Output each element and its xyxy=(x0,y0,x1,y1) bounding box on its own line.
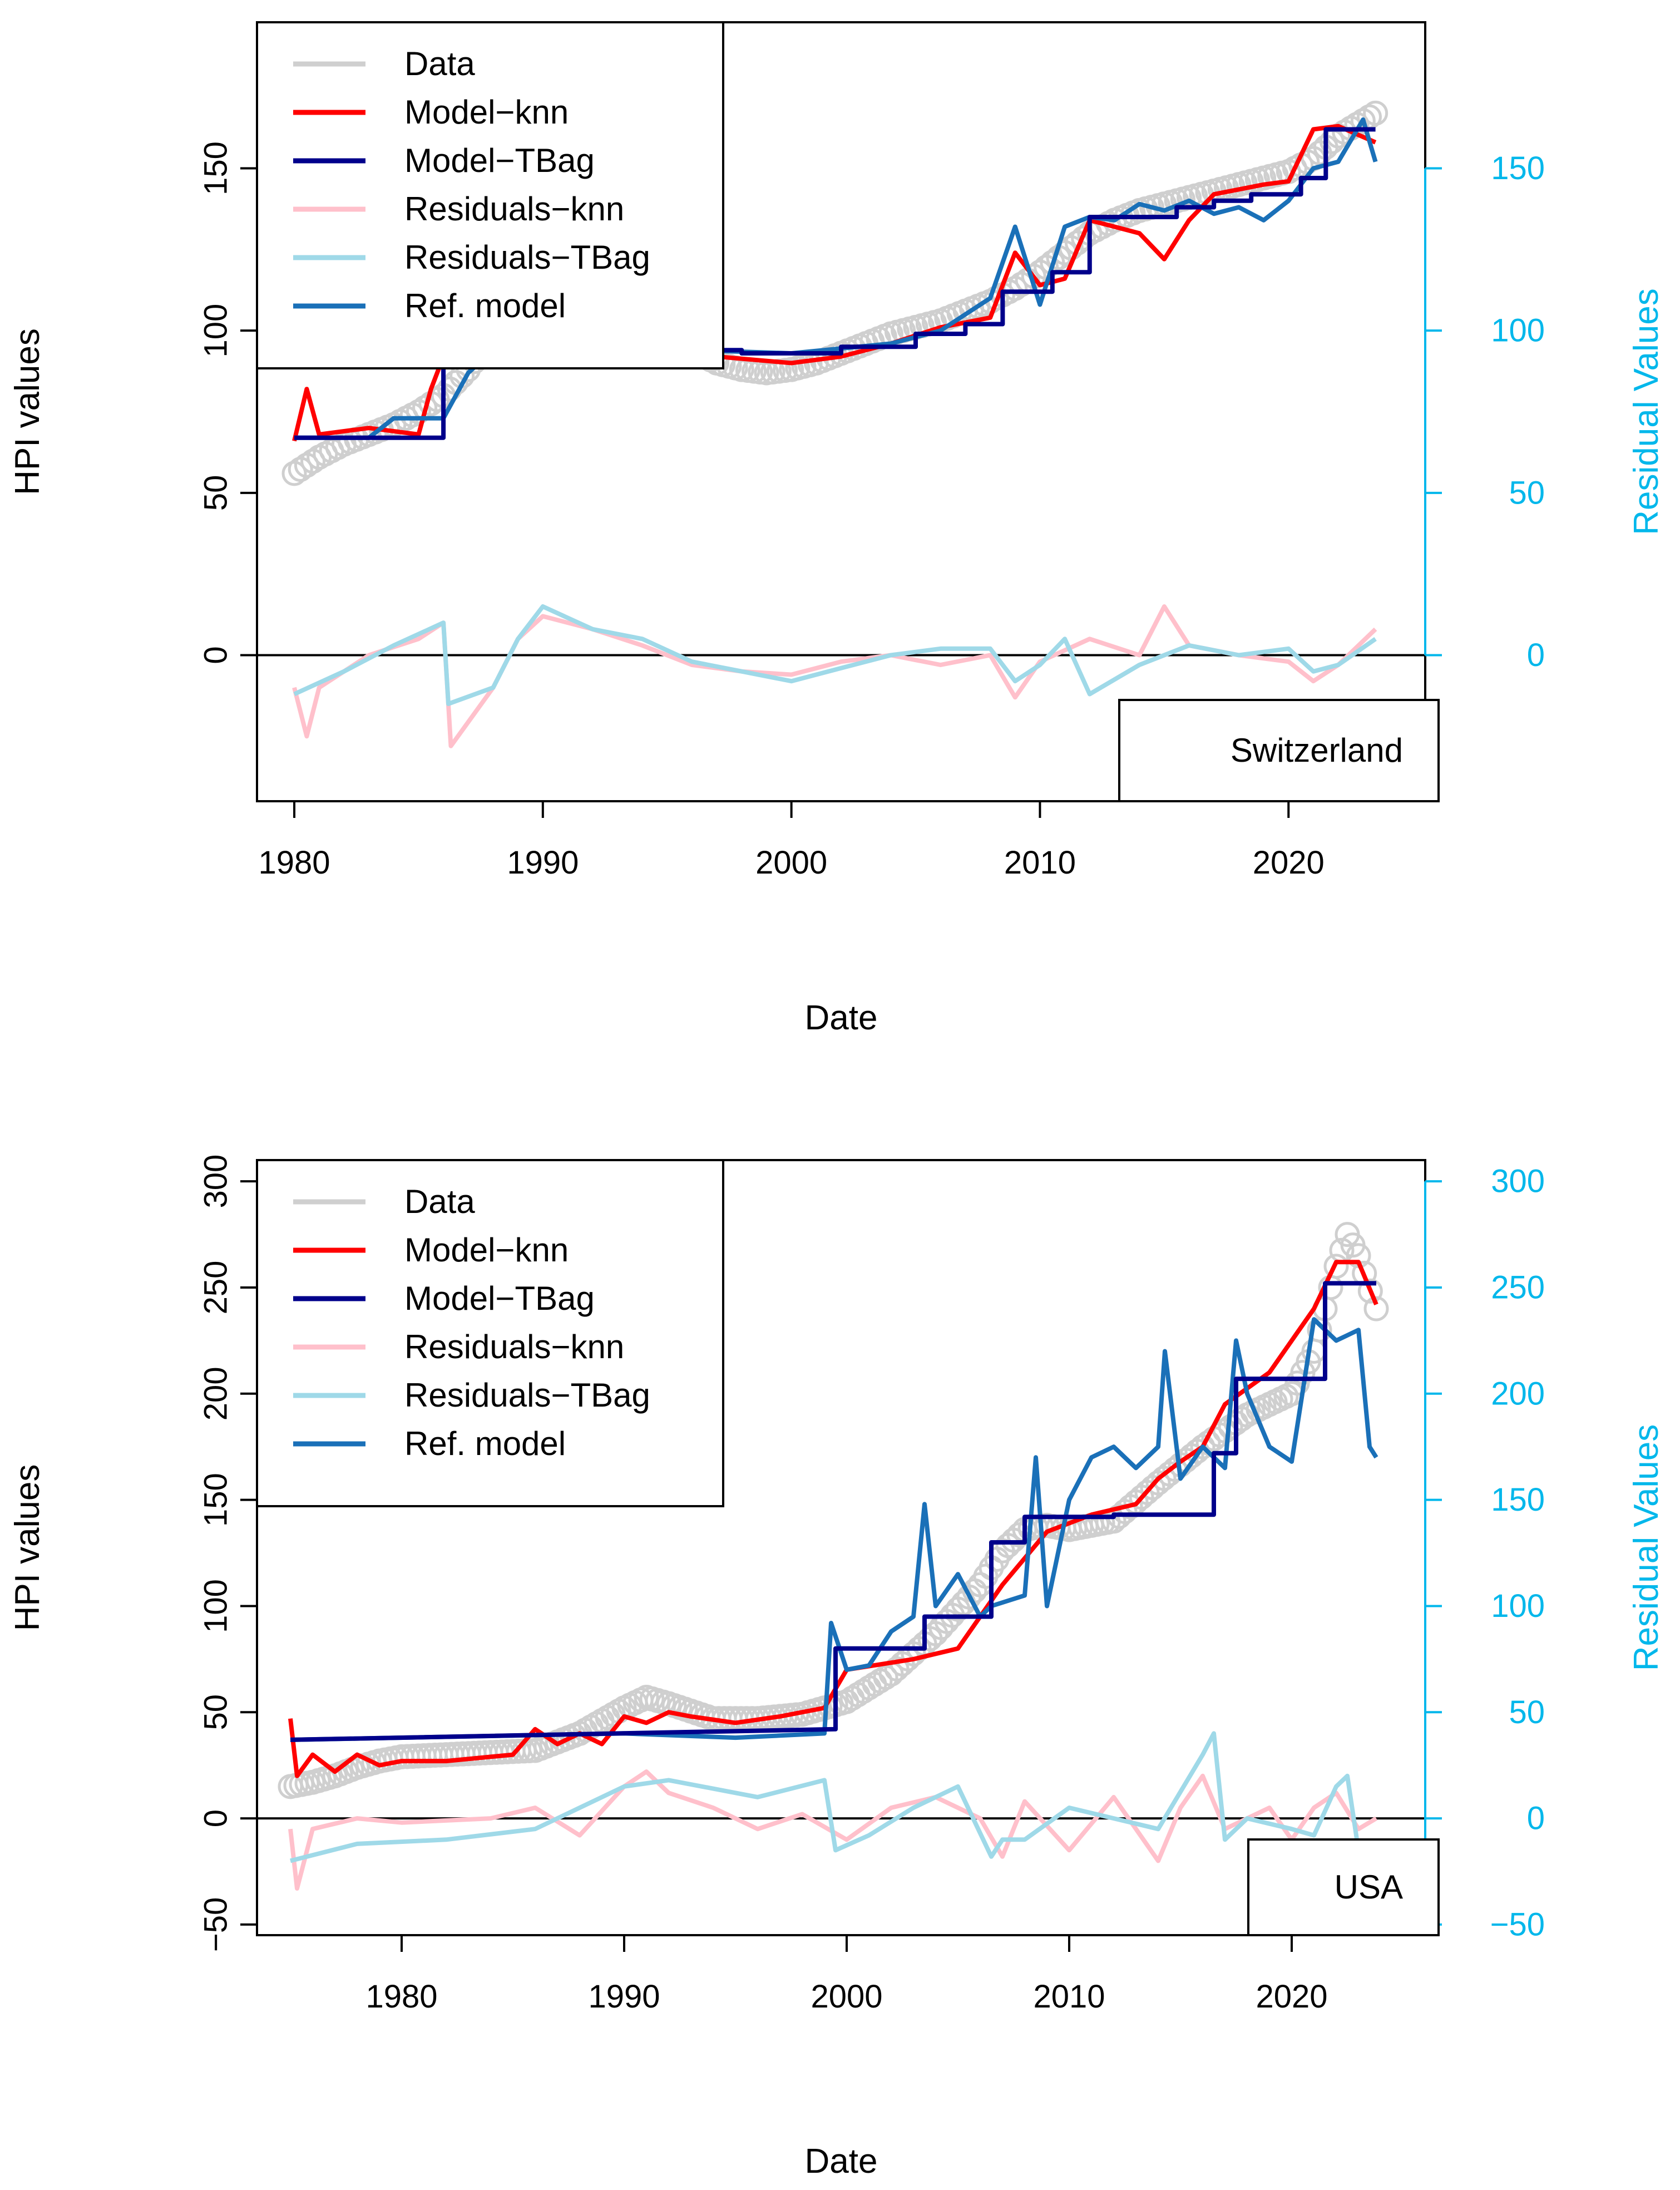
series-line-ref-model xyxy=(290,1317,1378,1742)
legend-label-residuals-knn: Residuals−knn xyxy=(404,1328,624,1365)
legend-label-model-tbag: Model−TBag xyxy=(404,1280,595,1317)
chart-panel-switzerland: 1980 1990 2000 2010 2020 0 50 100 150 0 50 100 150 Da… xyxy=(8,21,1666,1037)
y-tick-label: 150 xyxy=(197,1473,234,1527)
series-line-residuals-tbag xyxy=(293,604,1377,706)
x-axis: 1980 1990 2000 2010 2020 xyxy=(365,1934,1328,2015)
legend-label-model-tbag: Model−TBag xyxy=(404,142,595,179)
y-tick-label-right: 100 xyxy=(1491,1588,1545,1624)
data-point xyxy=(281,461,307,486)
y-axis-label-right: Residual Values xyxy=(1627,1424,1666,1671)
chart-panel-usa: 1980 1990 2000 2010 2020−5005010015020025030… xyxy=(8,1155,1666,2181)
y-tick-label-right: −50 xyxy=(1490,1906,1545,1942)
y-axis-right: −50 0 50 100 150 200 250 300 xyxy=(1424,1163,1545,1942)
y-axis-right: 0 50 100 150 xyxy=(1424,150,1545,673)
legend-label-data: Data xyxy=(404,45,475,82)
y-tick-label: 50 xyxy=(197,475,234,511)
legend-label-residuals-knn: Residuals−knn xyxy=(404,190,624,228)
legend-label-data: Data xyxy=(404,1183,475,1220)
legend-label-residuals-tbag: Residuals−TBag xyxy=(404,1377,650,1414)
legend-label-model-knn: Model−knn xyxy=(404,1231,569,1269)
y-tick-label-right: 150 xyxy=(1491,150,1545,186)
data-point xyxy=(1323,1254,1349,1279)
country-box xyxy=(1247,1838,1440,1936)
x-tick-label: 2000 xyxy=(811,1979,882,2015)
x-tick-label: 2020 xyxy=(1253,845,1325,881)
legend: Data Model−knn Model−TBag Residuals−knn Resi… xyxy=(256,21,724,369)
y-tick-label: 100 xyxy=(197,304,234,358)
y-tick-label: 0 xyxy=(197,1809,234,1827)
x-tick-label: 2020 xyxy=(1256,1979,1327,2015)
data-point xyxy=(300,448,326,474)
x-axis: 1980 1990 2000 2010 2020 xyxy=(259,800,1325,881)
y-axis-label-right: Residual Values xyxy=(1627,288,1666,535)
y-tick-label-right: 0 xyxy=(1527,637,1545,673)
y-tick-label-right: 300 xyxy=(1491,1163,1545,1200)
x-axis-label: Date xyxy=(805,999,878,1037)
legend-box xyxy=(256,1159,724,1507)
y-tick-label: 150 xyxy=(197,141,234,195)
y-tick-label-right: 250 xyxy=(1491,1269,1545,1305)
legend-label-ref-model: Ref. model xyxy=(404,287,566,324)
data-point xyxy=(294,452,319,478)
y-tick-label-right: 100 xyxy=(1491,313,1545,349)
country-label-box: USA xyxy=(1247,1838,1440,1936)
y-axis-left: −50 0 50 100 150 200 250 300 xyxy=(197,1155,257,1952)
legend-label-ref-model: Ref. model xyxy=(404,1425,566,1462)
y-axis-left: 0 50 100 150 xyxy=(197,141,257,664)
legend-label-residuals-tbag: Residuals−TBag xyxy=(404,239,650,276)
country-box xyxy=(1118,699,1440,802)
y-tick-label-right: 0 xyxy=(1527,1801,1545,1837)
x-tick-label: 2000 xyxy=(755,845,827,881)
y-tick-label-right: 150 xyxy=(1491,1482,1545,1518)
y-tick-label: 200 xyxy=(197,1367,234,1420)
data-point xyxy=(288,457,313,482)
y-tick-label: 0 xyxy=(197,646,234,664)
y-tick-label: 250 xyxy=(197,1261,234,1315)
data-point xyxy=(1071,225,1096,251)
x-tick-label: 1990 xyxy=(588,1979,660,2015)
country-label-box: Switzerland xyxy=(1118,699,1440,802)
x-tick-label: 2010 xyxy=(1004,845,1076,881)
y-axis-label: HPI values xyxy=(8,328,47,495)
country-label: Switzerland xyxy=(1231,732,1403,769)
y-tick-label: 50 xyxy=(197,1694,234,1730)
data-point xyxy=(1363,100,1389,126)
y-tick-label: 100 xyxy=(197,1579,234,1633)
x-tick-label: 1990 xyxy=(507,845,579,881)
y-tick-label-right: 50 xyxy=(1509,475,1545,511)
legend: Data Model−knn Model−TBag Residuals−knn Resi… xyxy=(256,1159,724,1507)
legend-box xyxy=(256,21,724,369)
y-axis-label: HPI values xyxy=(8,1464,47,1631)
y-tick-label-right: 50 xyxy=(1509,1694,1545,1730)
series-line-residuals-knn xyxy=(288,1769,1378,1891)
x-tick-label: 1980 xyxy=(365,1979,437,2015)
data-point xyxy=(1002,275,1028,301)
y-tick-label: −50 xyxy=(197,1897,234,1952)
data-point xyxy=(1357,1278,1383,1304)
series-line-model-tbag xyxy=(290,1281,1376,1742)
data-point xyxy=(406,399,431,425)
x-axis-label: Date xyxy=(805,2142,878,2181)
data-point xyxy=(1363,1296,1389,1321)
series-line-residuals-tbag xyxy=(290,1731,1377,1863)
country-label: USA xyxy=(1335,1868,1403,1906)
y-tick-label-right: 200 xyxy=(1491,1375,1545,1412)
data-point xyxy=(1350,108,1376,134)
y-tick-label: 300 xyxy=(197,1155,234,1209)
x-tick-label: 1980 xyxy=(259,845,330,881)
legend-label-model-knn: Model−knn xyxy=(404,93,569,131)
x-tick-label: 2010 xyxy=(1033,1979,1105,2015)
